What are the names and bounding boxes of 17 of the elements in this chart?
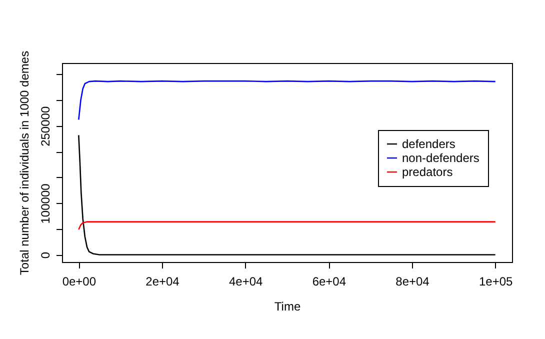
line-series — [78, 134, 496, 256]
y-axis-title: Total number of individuals in 1000 demes — [18, 50, 32, 276]
y-tick-label: 0 — [38, 252, 52, 259]
y-tick-label: 250000 — [38, 106, 52, 146]
y-tick-label: 100000 — [38, 183, 52, 224]
line-series — [78, 221, 496, 230]
x-tick-label: 8e+04 — [396, 274, 430, 288]
line-series — [78, 80, 496, 120]
legend-label: predators — [402, 165, 453, 179]
x-tick-label: 4e+04 — [228, 274, 264, 288]
legend-label: non-defenders — [402, 151, 480, 165]
x-tick-label: 2e+04 — [146, 274, 180, 288]
x-tick-label: 6e+04 — [312, 274, 346, 288]
x-tick-label: 1e+05 — [478, 274, 514, 288]
x-axis-title: Time — [274, 300, 301, 314]
legend-label: defenders — [402, 137, 456, 151]
x-tick-label: 0e+00 — [62, 274, 96, 288]
